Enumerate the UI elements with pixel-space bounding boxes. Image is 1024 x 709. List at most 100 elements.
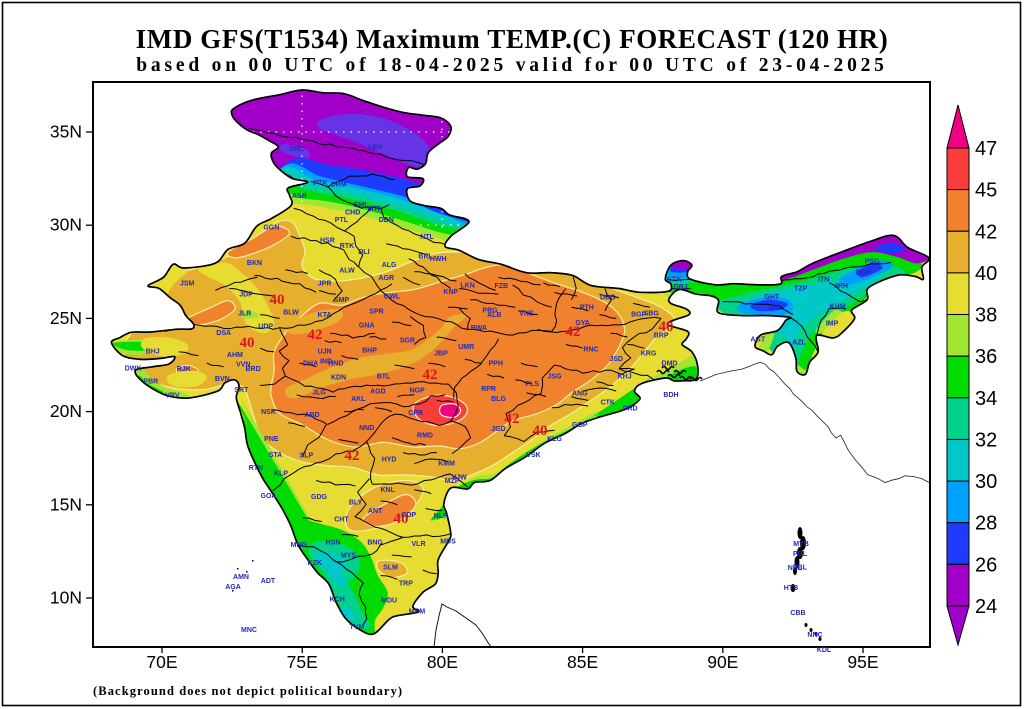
svg-text:GDG: GDG [311,494,328,501]
svg-text:GNA: GNA [359,322,375,329]
svg-text:(Background does not depict po: (Background does not depict political bo… [93,684,403,698]
svg-text:RTK: RTK [340,243,354,250]
svg-text:BTL: BTL [377,374,391,381]
svg-text:BHJ: BHJ [146,349,160,356]
svg-text:28: 28 [975,513,997,535]
svg-text:HWH: HWH [430,256,447,263]
svg-text:PSG: PSG [865,259,880,266]
svg-text:NND: NND [359,425,374,432]
svg-text:BLY: BLY [349,500,363,507]
svg-text:NSK: NSK [261,409,276,416]
svg-text:NLR: NLR [434,513,448,520]
svg-text:ITN: ITN [818,277,829,284]
svg-text:PTK: PTK [313,180,327,187]
svg-text:PRD: PRD [623,405,638,412]
svg-text:42: 42 [308,327,323,343]
svg-text:JGD: JGD [491,426,505,433]
svg-text:40: 40 [240,335,255,351]
svg-text:RNC: RNC [583,347,598,354]
svg-text:UJN: UJN [318,349,332,356]
svg-text:26: 26 [975,554,997,576]
svg-text:MZP: MZP [445,478,460,485]
svg-text:AGD: AGD [370,389,386,396]
svg-text:30N: 30N [50,215,82,235]
svg-text:DDN: DDN [379,217,394,224]
svg-text:KCH: KCH [330,596,345,603]
svg-text:KRG: KRG [641,350,657,357]
svg-text:JDP: JDP [239,292,253,299]
svg-text:RMD: RMD [417,432,433,439]
svg-text:based on 00 UTC of 18-04-2025: based on 00 UTC of 18-04-2025 valid for … [136,55,887,76]
svg-text:SPR: SPR [369,308,383,315]
svg-text:NNC: NNC [807,632,822,639]
svg-text:GWL: GWL [384,294,401,301]
svg-text:MDS: MDS [440,539,456,546]
svg-text:SGR: SGR [400,337,415,344]
svg-text:80E: 80E [427,652,458,672]
svg-text:ALG: ALG [382,262,397,269]
svg-text:VJW: VJW [452,474,468,481]
svg-text:KZK: KZK [308,560,322,567]
svg-text:AGR: AGR [379,275,395,282]
svg-text:32: 32 [975,430,997,452]
svg-text:SMP: SMP [334,297,350,304]
svg-text:DBG: DBG [600,294,616,301]
svg-text:BHP: BHP [362,348,377,355]
svg-text:NGP: NGP [410,388,426,395]
svg-text:BLG: BLG [491,396,506,403]
svg-text:MTN: MTN [368,206,383,213]
svg-text:HTB: HTB [784,585,798,592]
svg-text:BRP: BRP [654,333,669,340]
svg-text:35N: 35N [50,122,82,142]
svg-text:SLP: SLP [300,452,314,459]
svg-text:RPR: RPR [481,386,496,393]
svg-text:LEH: LEH [368,144,382,151]
svg-text:AMN: AMN [233,574,249,581]
svg-text:CHD: CHD [345,210,360,217]
svg-text:90E: 90E [707,652,738,672]
svg-text:BDH: BDH [663,392,678,399]
svg-text:42: 42 [505,411,520,427]
svg-text:BVN: BVN [215,376,230,383]
svg-text:36: 36 [975,346,997,368]
svg-text:34: 34 [975,388,997,410]
svg-text:DWK: DWK [125,365,142,372]
svg-text:38: 38 [975,305,997,327]
svg-text:PPH: PPH [488,361,502,368]
svg-text:40: 40 [659,319,674,335]
svg-text:IMP: IMP [826,321,839,328]
svg-text:GHT: GHT [764,294,780,301]
svg-text:GOA: GOA [261,493,277,500]
svg-text:DRJ: DRJ [674,284,688,291]
svg-text:CTK: CTK [601,400,615,407]
svg-text:SLM: SLM [383,565,398,572]
svg-text:JSG: JSG [547,374,562,381]
svg-text:70E: 70E [146,652,177,672]
svg-text:TZP: TZP [794,286,808,293]
svg-text:SRT: SRT [234,387,249,394]
svg-text:CBB: CBB [790,610,805,617]
svg-text:KNL: KNL [381,487,396,494]
svg-text:TRP: TRP [399,581,413,588]
svg-text:CDP: CDP [401,512,416,519]
svg-text:DLI: DLI [358,249,369,256]
svg-text:ABD: ABD [304,412,319,419]
svg-text:RJK: RJK [177,366,191,373]
svg-text:ALW: ALW [339,267,355,274]
svg-text:10N: 10N [50,588,82,608]
svg-text:BKN: BKN [247,260,262,267]
svg-text:MDU: MDU [381,597,397,604]
svg-text:AGA: AGA [225,584,241,591]
svg-text:TVM: TVM [350,624,365,631]
svg-text:JSM: JSM [180,280,195,287]
svg-text:15N: 15N [50,494,82,514]
svg-text:PTH: PTH [580,305,594,312]
svg-text:GTK: GTK [667,277,682,284]
svg-text:40: 40 [975,263,997,285]
svg-text:ADT: ADT [261,578,276,585]
svg-text:KMM: KMM [438,460,455,467]
svg-text:PRG: PRG [482,308,498,315]
svg-text:DBH: DBH [856,270,871,277]
svg-text:IMD GFS(T1534) Maximum TEMP.(C: IMD GFS(T1534) Maximum TEMP.(C) FORECAST… [136,24,889,54]
svg-text:JBP: JBP [434,350,448,357]
